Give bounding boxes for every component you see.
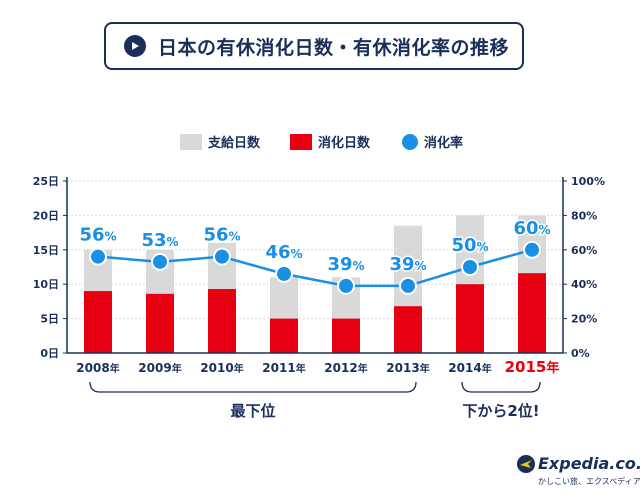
left-tick-label: 0日 xyxy=(40,347,59,360)
play-icon xyxy=(124,35,146,57)
right-tick-label: 0% xyxy=(571,347,590,360)
logo-text: Expedia.co.jp xyxy=(538,454,640,473)
bracket-lowest xyxy=(89,381,417,393)
left-tick-label: 5日 xyxy=(40,313,59,326)
x-tick-label: 2014年 xyxy=(448,361,491,375)
rate-label: 46% xyxy=(265,242,302,263)
x-tick-label: 2013年 xyxy=(386,361,429,375)
rate-point xyxy=(523,240,541,259)
left-tick-label: 20日 xyxy=(33,209,59,222)
bar-used xyxy=(208,289,236,353)
x-tick-label: 2011年 xyxy=(262,361,305,375)
rate-point xyxy=(213,247,231,266)
legend-swatch-rate xyxy=(402,134,418,150)
globe-icon xyxy=(517,455,535,473)
bar-used xyxy=(456,284,484,353)
rate-point xyxy=(89,247,107,266)
left-tick-label: 25日 xyxy=(33,175,59,188)
rate-label: 39% xyxy=(327,254,364,275)
bar-used xyxy=(84,291,112,353)
expedia-logo: Expedia.co.jp かしこい旅、エクスペディア xyxy=(516,454,640,490)
bracket-second xyxy=(461,381,541,393)
legend-swatch-supply xyxy=(180,134,202,150)
x-tick-label: 2015年 xyxy=(505,358,560,376)
rate-point xyxy=(461,258,479,276)
left-tick-label: 10日 xyxy=(33,278,59,291)
rate-point xyxy=(337,276,355,295)
rate-point xyxy=(275,264,293,283)
legend-label-used: 消化日数 xyxy=(318,135,371,151)
right-tick-label: 20% xyxy=(571,313,597,326)
logo-tagline: かしこい旅、エクスペディア xyxy=(538,477,640,486)
x-tick-label: 2009年 xyxy=(138,361,181,375)
annotation-lowest: 最下位 xyxy=(230,402,275,420)
annotation-second: 下から2位! xyxy=(462,402,539,420)
x-tick-label: 2008年 xyxy=(76,361,119,375)
rate-label: 53% xyxy=(141,230,178,251)
legend-swatch-used xyxy=(290,134,312,150)
rate-label: 60% xyxy=(513,218,550,239)
rate-point xyxy=(151,252,169,271)
rate-label: 50% xyxy=(451,235,488,256)
chart-title: 日本の有休消化日数・有休消化率の推移 xyxy=(158,36,510,59)
bar-used xyxy=(394,306,422,353)
bar-used xyxy=(270,318,298,353)
rate-line xyxy=(97,248,533,288)
right-tick-label: 60% xyxy=(571,244,597,257)
left-tick-label: 15日 xyxy=(33,244,59,257)
rate-label: 39% xyxy=(389,254,426,275)
legend-label-supply: 支給日数 xyxy=(207,135,261,151)
rate-label: 56% xyxy=(203,225,240,246)
right-tick-label: 40% xyxy=(571,278,597,291)
x-tick-label: 2010年 xyxy=(200,361,243,375)
chart-title-box: 日本の有休消化日数・有休消化率の推移 xyxy=(104,22,524,70)
bar-used xyxy=(518,273,546,353)
right-tick-label: 80% xyxy=(571,209,597,222)
rate-label: 56% xyxy=(79,225,116,246)
x-tick-label: 2012年 xyxy=(324,361,367,375)
rate-point xyxy=(399,276,417,295)
legend-label-rate: 消化率 xyxy=(424,135,463,151)
right-tick-label: 100% xyxy=(571,175,605,188)
bar-used xyxy=(332,318,360,353)
bar-used xyxy=(146,293,174,353)
